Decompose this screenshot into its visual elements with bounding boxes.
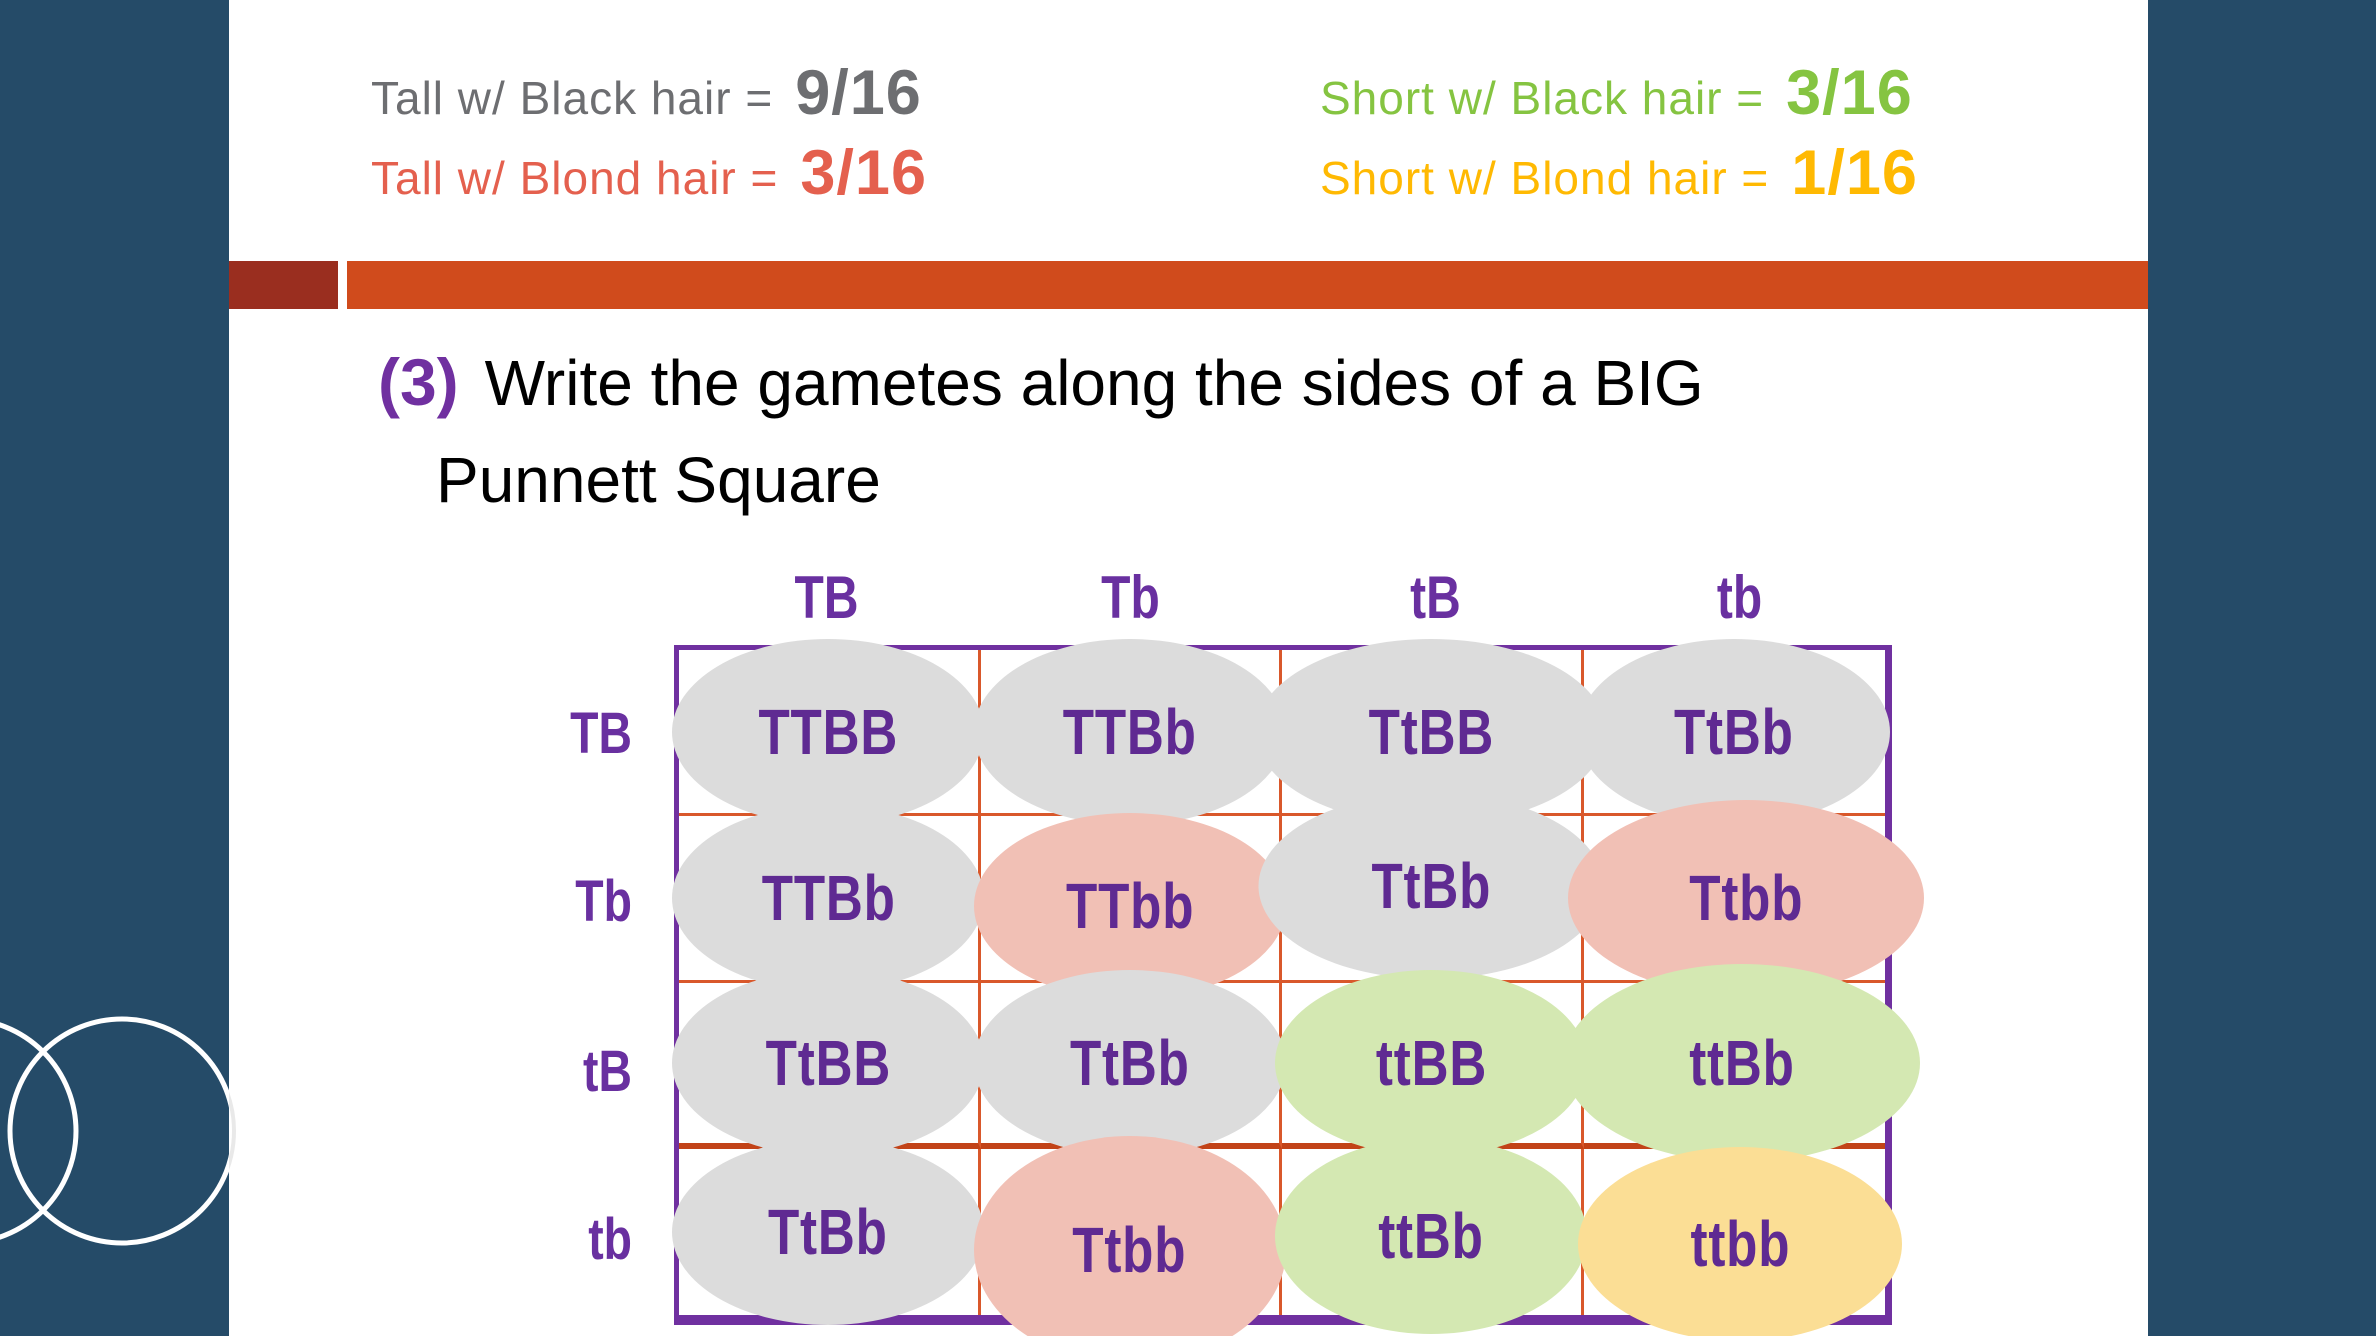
red-accent-square — [229, 261, 338, 309]
punnett-cell: TtBb — [672, 1138, 985, 1325]
summary-label: Tall w/ Black hair = — [371, 72, 774, 124]
punnett-cell: ttBB — [1275, 969, 1588, 1156]
phenotype-summary-left: Tall w/ Black hair = 9/16 Tall w/ Blond … — [371, 62, 927, 222]
genotype-ellipse: ttBb — [1564, 963, 1921, 1162]
genotype-ellipse: TTBB — [672, 638, 985, 825]
title-text: Write the gametes along the sides of a B… — [484, 347, 1704, 419]
genotype-ellipse: TtBb — [1258, 792, 1604, 979]
slide-title-line2: Punnett Square — [436, 443, 881, 516]
genotype-ellipse: TTBb — [973, 638, 1286, 825]
genotype-text: Ttbb — [1689, 861, 1804, 934]
genotype-text: TtBb — [1674, 695, 1795, 768]
genotype-text: TtBb — [1371, 849, 1492, 922]
right-accent-band — [2148, 0, 2376, 1336]
punnett-cell: TtBb — [1258, 792, 1604, 983]
summary-label: Short w/ Blond hair = — [1320, 152, 1770, 204]
genotype-text: ttbb — [1690, 1207, 1791, 1280]
punnett-cell: TTBb — [672, 804, 985, 991]
punnett-cell: TtBB — [672, 969, 985, 1156]
punnett-col-header-3: tB — [1410, 563, 1461, 631]
orange-accent-bar — [347, 261, 2148, 309]
summary-label: Short w/ Black hair = — [1320, 72, 1765, 124]
genotype-text: ttBB — [1375, 1026, 1487, 1099]
overlapping-circles-decoration — [0, 1016, 237, 1246]
genotype-ellipse: TtBb — [672, 1138, 985, 1325]
genotype-text: TtBb — [768, 1195, 889, 1268]
punnett-cell: TTBb — [973, 638, 1286, 825]
genotype-text: TtBb — [1069, 1026, 1190, 1099]
genotype-ellipse: TTBb — [672, 804, 985, 991]
punnett-row-header-1: TB — [570, 700, 632, 766]
punnett-row-header-3: tB — [583, 1038, 632, 1104]
punnett-cell: TtBB — [1256, 638, 1607, 825]
punnett-cell: TtBb — [973, 969, 1286, 1156]
summary-line: Tall w/ Black hair = 9/16 — [371, 62, 927, 142]
genotype-ellipse: ttBb — [1275, 1137, 1588, 1334]
punnett-cell: ttbb — [1578, 1146, 1903, 1336]
summary-line: Short w/ Blond hair = 1/16 — [1320, 142, 1918, 222]
punnett-cell: ttBb — [1275, 1137, 1588, 1334]
summary-line: Tall w/ Blond hair = 3/16 — [371, 142, 927, 222]
genotype-ellipse: TtBb — [1578, 638, 1891, 825]
genotype-ellipse: Ttbb — [973, 1135, 1286, 1336]
punnett-col-header-1: TB — [794, 563, 859, 631]
left-accent-band — [0, 0, 229, 1336]
genotype-text: TTBb — [1062, 695, 1197, 768]
genotype-ellipse: TtBB — [672, 969, 985, 1156]
circle-outline-faint-sliver — [229, 1091, 236, 1171]
genotype-ellipse: TtBb — [973, 969, 1286, 1156]
slide-title: (3) Write the gametes along the sides of… — [378, 346, 1704, 515]
punnett-square-table: TTBB TTBb TtBB TtBb TTBb TTbb TtBb Ttbb … — [672, 638, 1925, 1336]
summary-value: 9/16 — [795, 58, 922, 128]
genotype-ellipse: ttBB — [1275, 969, 1588, 1156]
summary-value: 3/16 — [1786, 58, 1913, 128]
genotype-text: TtBB — [765, 1026, 891, 1099]
punnett-row-header-2: Tb — [575, 868, 632, 934]
genotype-ellipse: Ttbb — [1568, 799, 1925, 996]
punnett-cell: TtBb — [1578, 638, 1891, 825]
slide-title-line1: (3) Write the gametes along the sides of… — [378, 346, 1704, 419]
genotype-text: Ttbb — [1072, 1213, 1187, 1286]
genotype-ellipse: TTbb — [973, 812, 1286, 999]
punnett-cell: Ttbb — [1568, 799, 1925, 996]
punnett-row-header-4: tb — [588, 1206, 632, 1272]
phenotype-summary-right: Short w/ Black hair = 3/16 Short w/ Blon… — [1320, 62, 1918, 222]
punnett-col-header-2: Tb — [1101, 563, 1160, 631]
punnett-cell: Ttbb — [973, 1135, 1286, 1336]
genotype-text: TTBb — [761, 861, 896, 934]
summary-value: 1/16 — [1791, 138, 1918, 208]
summary-value: 3/16 — [800, 138, 927, 208]
genotype-text: TtBB — [1368, 695, 1494, 768]
summary-label: Tall w/ Blond hair = — [371, 152, 779, 204]
summary-line: Short w/ Black hair = 3/16 — [1320, 62, 1918, 142]
genotype-text: ttBb — [1378, 1199, 1485, 1272]
punnett-cell: TTbb — [973, 812, 1286, 999]
genotype-text: TTBB — [758, 695, 899, 768]
genotype-ellipse: ttbb — [1578, 1146, 1903, 1336]
punnett-cell: TTBB — [672, 638, 985, 825]
genotype-text: ttBb — [1689, 1026, 1796, 1099]
punnett-cell: ttBb — [1564, 963, 1921, 1162]
title-step-number: (3) — [378, 345, 459, 419]
punnett-col-header-4: tb — [1716, 563, 1763, 631]
genotype-text: TTbb — [1065, 869, 1194, 942]
circle-outline-partial — [0, 1022, 79, 1240]
